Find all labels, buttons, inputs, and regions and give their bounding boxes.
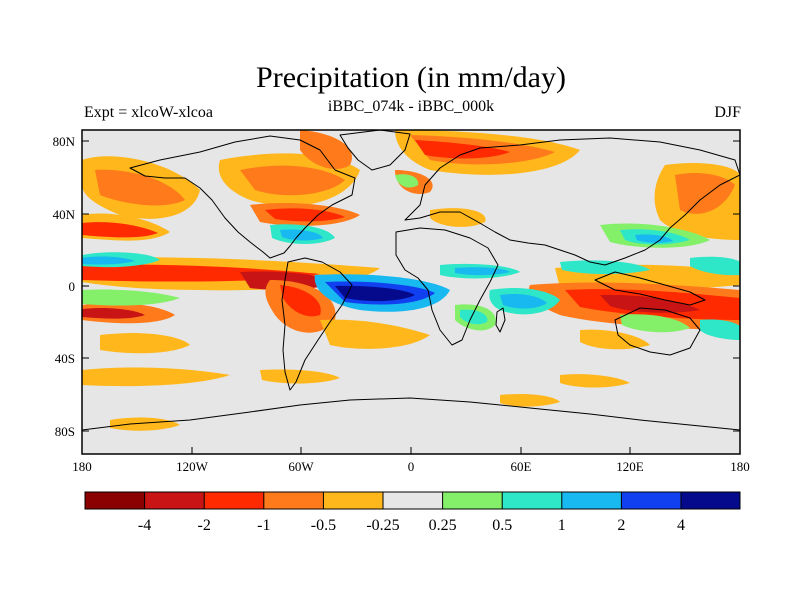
- australia-outline: [614, 307, 701, 356]
- colorbar-label: 0.25: [429, 517, 457, 534]
- lat-tick-40n: 40N: [53, 207, 76, 222]
- colorbar-bin-11: [681, 492, 740, 509]
- maritime-continent-outline: [594, 271, 706, 306]
- coastlines: [82, 130, 740, 431]
- antarctica-outline: [82, 397, 740, 431]
- negative-anomaly-regions: [82, 130, 740, 431]
- colorbar-bin-10: [621, 492, 681, 509]
- colorbar-bin-3: [204, 492, 264, 509]
- lon-tick-120w: 120W: [176, 459, 209, 474]
- lat-tick-0: 0: [69, 279, 76, 294]
- colorbar-label: 0.5: [492, 517, 512, 534]
- lat-tick-80s: 80S: [55, 424, 75, 439]
- colorbar-label: 1: [558, 517, 566, 534]
- experiment-label: Expt = xlcoW-xlcoa: [84, 104, 213, 121]
- colorbar-bin-6: [383, 492, 443, 509]
- colorbar-frame: [84, 491, 741, 510]
- colorbar-label: 2: [617, 517, 625, 534]
- precipitation-field: [82, 130, 740, 454]
- colorbar-label: -0.25: [366, 517, 399, 534]
- colorbar-dividers: [144, 492, 682, 509]
- madagascar-outline: [495, 307, 506, 333]
- lat-tick-80n: 80N: [53, 134, 76, 149]
- lon-tick-0: 0: [408, 459, 415, 474]
- colorbar-bin-5: [323, 492, 383, 509]
- greenland-outline: [339, 130, 411, 171]
- lon-tick-180-left: 180: [72, 459, 92, 474]
- colorbar-label: -2: [198, 517, 211, 534]
- case-label: iBBC_074k - iBBC_000k: [328, 98, 494, 115]
- africa-outline: [395, 227, 499, 346]
- colorbar-bin-7: [442, 492, 503, 509]
- colorbar-label: -4: [138, 517, 151, 534]
- colorbar-bin-9: [561, 492, 622, 509]
- europe-asia-outline: [404, 137, 740, 266]
- colorbar: -4 -2 -1 -0.5 -0.25 0.25 0.5 1 2 4: [84, 491, 741, 534]
- colorbar-bin-1: [85, 492, 145, 509]
- colorbar-bin-2: [144, 492, 205, 509]
- colorbar-bin-4: [263, 492, 324, 509]
- north-america-outline: [129, 135, 356, 259]
- season-label: DJF: [714, 104, 741, 121]
- lon-tick-60e: 60E: [511, 459, 532, 474]
- colorbar-label: -0.5: [311, 517, 336, 534]
- lon-tick-60w: 60W: [288, 459, 314, 474]
- south-america-outline: [281, 257, 353, 391]
- colorbar-label: -1: [257, 517, 270, 534]
- lat-tick-40s: 40S: [55, 351, 75, 366]
- lon-tick-180-right: 180: [730, 459, 750, 474]
- map-title: Precipitation (in mm/day): [256, 61, 566, 94]
- lon-tick-120e: 120E: [616, 459, 644, 474]
- colorbar-label: 4: [677, 517, 685, 534]
- lat-tick-marks: [82, 140, 740, 432]
- lon-tick-marks: [81, 447, 741, 454]
- colorbar-bin-8: [502, 492, 562, 509]
